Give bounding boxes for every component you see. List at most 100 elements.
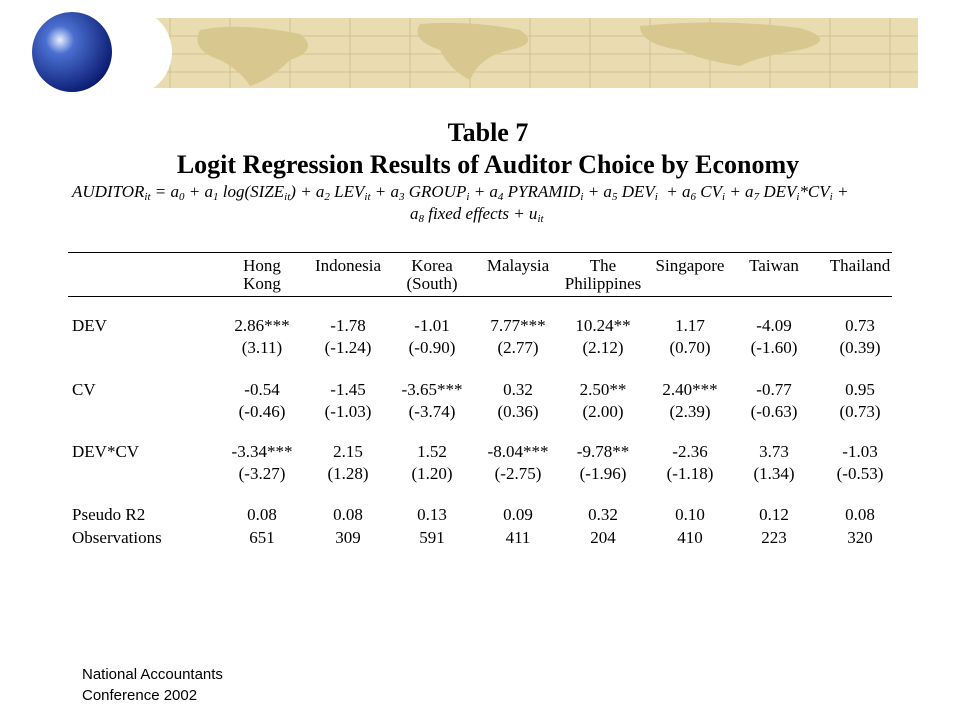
row-label: DEV*CV <box>72 442 140 461</box>
equation-text: ) + a <box>290 182 325 201</box>
equation-subscript: i <box>466 191 470 203</box>
equation-subscript: 6 <box>690 191 697 203</box>
coefficient: 0.10 <box>675 505 705 524</box>
rule <box>68 296 892 297</box>
equation-subscript: i <box>829 191 833 203</box>
column-header: Kong <box>243 274 281 293</box>
equation-subscript: 2 <box>324 191 330 203</box>
equation-text: + a <box>583 182 612 201</box>
row-label: Pseudo R2 <box>72 505 146 524</box>
map-land <box>197 22 820 86</box>
equation-subscript: i <box>580 191 584 203</box>
coefficient: -0.54 <box>244 380 280 399</box>
globe <box>32 12 112 92</box>
coefficient: 320 <box>847 528 873 547</box>
column-header: Malaysia <box>486 256 550 275</box>
coefficient: -2.36 <box>672 442 708 461</box>
t-statistic: (0.73) <box>839 402 881 421</box>
equation-text: + a <box>469 182 498 201</box>
coefficient: 2.40*** <box>662 380 718 399</box>
equation-text: DEV <box>617 182 655 201</box>
t-statistic: (-0.63) <box>750 402 798 421</box>
footer-line: Conference 2002 <box>82 687 198 704</box>
equation-text: = a <box>150 182 180 201</box>
t-statistic: (-1.03) <box>324 402 372 421</box>
column-header: The <box>589 256 617 275</box>
equation-text: PYRAMID <box>503 182 581 201</box>
coefficient: 3.73 <box>759 442 789 461</box>
coefficient: 411 <box>505 528 531 547</box>
coefficient: -1.01 <box>414 316 450 335</box>
t-statistic: (-3.74) <box>408 402 456 421</box>
coefficient: -1.78 <box>330 316 366 335</box>
t-statistic: (0.36) <box>497 402 539 421</box>
t-statistic: (-2.75) <box>494 464 542 483</box>
column-header: Singapore <box>655 256 725 275</box>
coefficient: 0.08 <box>247 505 277 524</box>
coefficient: -0.77 <box>756 380 792 399</box>
coefficient: 0.08 <box>845 505 875 524</box>
equation-text: AUDITOR <box>72 182 145 201</box>
coefficient: 410 <box>677 528 703 547</box>
equation-text: GROUP <box>404 182 467 201</box>
coefficient: 651 <box>249 528 275 547</box>
equation-text: fixed effects + u <box>424 204 538 223</box>
coefficient: 309 <box>335 528 361 547</box>
equation-line: a8 fixed effects + uit <box>410 204 544 225</box>
coefficient: 7.77*** <box>490 316 546 335</box>
equation-text: a <box>410 204 419 223</box>
t-statistic: (-1.18) <box>666 464 714 483</box>
rule <box>68 252 892 253</box>
equation-subscript: i <box>796 191 800 203</box>
coefficient: -3.65*** <box>401 380 463 399</box>
equation-text: LEV <box>329 182 365 201</box>
coefficient: 0.12 <box>759 505 789 524</box>
t-statistic: (-0.53) <box>836 464 884 483</box>
column-header: Hong <box>243 256 281 275</box>
equation-subscript: it <box>537 213 544 225</box>
coefficient: -4.09 <box>756 316 792 335</box>
t-statistic: (0.70) <box>669 338 711 357</box>
coefficient: 1.17 <box>675 316 705 335</box>
equation-subscript: i <box>654 191 658 203</box>
t-statistic: (2.12) <box>582 338 624 357</box>
coefficient: -3.34*** <box>231 442 293 461</box>
column-header: Taiwan <box>749 256 799 275</box>
t-statistic: (2.77) <box>497 338 539 357</box>
t-statistic: (-3.27) <box>238 464 286 483</box>
t-statistic: (2.00) <box>582 402 624 421</box>
subtitle: Logit Regression Results of Auditor Choi… <box>176 150 800 179</box>
t-statistic: (0.39) <box>839 338 881 357</box>
coefficient: -1.03 <box>842 442 878 461</box>
row-label: Observations <box>72 528 162 547</box>
column-header: (South) <box>406 274 458 293</box>
equation-text: *CV <box>799 182 830 201</box>
column-header: Thailand <box>829 256 891 275</box>
equation-subscript: it <box>364 191 371 203</box>
t-statistic: (-1.24) <box>324 338 372 357</box>
t-statistic: (-0.46) <box>238 402 286 421</box>
t-statistic: (1.34) <box>753 464 795 483</box>
row-label: CV <box>72 380 96 399</box>
column-header: Philippines <box>564 274 642 293</box>
equation-subscript: it <box>144 191 151 203</box>
coefficient: 2.15 <box>333 442 363 461</box>
equation-text: DEV <box>759 182 797 201</box>
column-header: Korea <box>411 256 453 275</box>
equation-subscript: i <box>722 191 726 203</box>
coefficient: -8.04*** <box>487 442 549 461</box>
coefficient: -9.78** <box>576 442 630 461</box>
coefficient: 10.24** <box>575 316 631 335</box>
equation-subscript: 3 <box>399 191 405 203</box>
table: Hong Kong Indonesia Korea (South) Malaysia The… <box>68 252 892 547</box>
equation-subscript: 8 <box>418 213 425 225</box>
equation-text: + a <box>370 182 400 201</box>
banner <box>32 8 918 96</box>
coefficient: 1.52 <box>417 442 447 461</box>
coefficient: 0.95 <box>845 380 875 399</box>
title: Table 7 <box>447 118 529 147</box>
row-label: DEV <box>72 316 107 335</box>
equation-text: + a <box>725 182 754 201</box>
equation-text: CV <box>696 182 723 201</box>
